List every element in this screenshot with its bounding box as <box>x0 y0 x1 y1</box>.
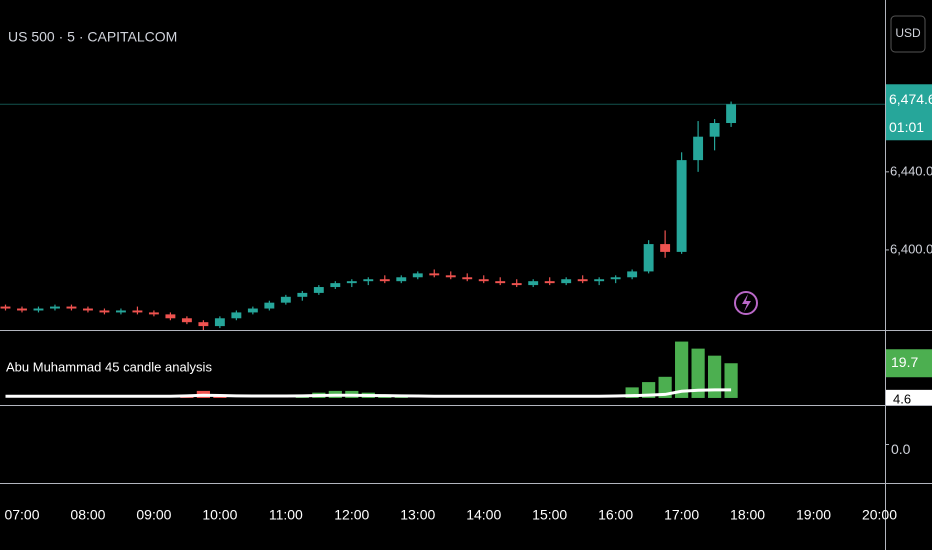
candle-body <box>594 279 605 282</box>
candle-body <box>577 279 588 282</box>
candle-body <box>0 306 11 309</box>
last-price-label: 6,474.6 <box>889 91 932 107</box>
x-tick-label: 18:00 <box>730 507 765 523</box>
candle-body <box>181 318 192 323</box>
candle-body <box>231 312 242 319</box>
x-tick-label: 10:00 <box>202 507 237 523</box>
candle-body <box>495 281 506 284</box>
x-tick-label: 19:00 <box>796 507 831 523</box>
indicator-title: Abu Muhammad 45 candle analysis <box>6 359 212 374</box>
x-tick-label: 13:00 <box>400 507 435 523</box>
x-tick-label: 07:00 <box>4 507 39 523</box>
histogram-bar <box>708 355 722 398</box>
currency-button[interactable] <box>890 15 926 53</box>
alert-circle[interactable] <box>734 291 758 315</box>
value-tag <box>886 349 932 378</box>
histogram-bar <box>691 348 705 398</box>
alert-icon[interactable] <box>734 291 758 315</box>
candle-body <box>726 104 737 124</box>
x-tick-label: 15:00 <box>532 507 567 523</box>
candle-body <box>610 277 621 280</box>
candle-body <box>165 314 176 319</box>
candle-body <box>561 279 572 284</box>
candle-body <box>330 283 341 288</box>
x-tick-label: 17:00 <box>664 507 699 523</box>
x-tick-label: 11:00 <box>269 507 303 523</box>
x-tick-label: 12:00 <box>334 507 369 523</box>
candle-body <box>132 310 143 313</box>
candle-body <box>280 296 291 303</box>
x-tick-label: 16:00 <box>598 507 633 523</box>
candle-body <box>445 275 456 278</box>
candle-body <box>33 308 44 311</box>
candle-body <box>412 273 423 278</box>
histogram-bar <box>724 363 738 398</box>
candle-body <box>676 160 687 252</box>
candle-body <box>264 302 275 309</box>
line-tag <box>886 389 932 405</box>
candle-body <box>363 279 374 282</box>
x-tick-label: 09:00 <box>136 507 171 523</box>
countdown: 01:01 <box>889 119 924 135</box>
histogram-bar <box>675 341 689 398</box>
candle-body <box>379 279 390 282</box>
candle-body <box>198 322 209 327</box>
x-tick-label: 20:00 <box>862 507 897 523</box>
currency[interactable]: USD <box>895 26 921 40</box>
y-tick-label: 6,440.0 <box>890 163 932 178</box>
candle-body <box>478 279 489 282</box>
candle-body <box>429 273 440 276</box>
candle-body <box>99 310 110 313</box>
candle-body <box>462 277 473 280</box>
candle-body <box>66 306 77 309</box>
candle-body <box>544 281 555 284</box>
candle-body <box>643 244 654 272</box>
value-tag-label: 19.7 <box>891 354 918 370</box>
candle-body <box>83 308 93 311</box>
candle-body <box>660 244 671 252</box>
line-tag-label: 4.6 <box>893 391 911 406</box>
candle-body <box>214 318 225 327</box>
histogram-bar <box>625 387 639 398</box>
candle-body <box>346 281 357 284</box>
candle-body <box>528 281 539 286</box>
candle-body <box>247 308 258 313</box>
y-tick-label: 0.0 <box>891 441 911 457</box>
candle-body <box>693 136 704 161</box>
candle-body <box>50 306 60 309</box>
candle-body <box>709 123 720 137</box>
candle-body <box>17 308 27 311</box>
candle-body <box>313 287 324 293</box>
y-tick-label: 6,400.0 <box>890 241 932 256</box>
indicator-line <box>5 388 732 398</box>
candle-body <box>148 312 159 315</box>
x-tick-label: 14:00 <box>466 507 501 523</box>
symbol-title: US 500 · 5 · CAPITALCOM <box>8 29 177 45</box>
last-price-tag <box>886 84 932 141</box>
candle-body <box>297 292 308 297</box>
candle-body <box>511 283 522 286</box>
candle-body <box>115 310 126 313</box>
x-tick-label: 08:00 <box>70 507 105 523</box>
candle-body <box>627 271 638 278</box>
candle-body <box>396 277 407 282</box>
alert-bolt[interactable] <box>742 294 751 312</box>
